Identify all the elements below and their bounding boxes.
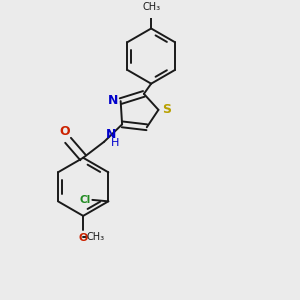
Text: CH₃: CH₃ [86,232,104,242]
Text: O: O [79,233,88,243]
Text: CH₃: CH₃ [142,2,160,12]
Text: H: H [110,138,119,148]
Text: N: N [106,128,116,141]
Text: S: S [162,103,171,116]
Text: Cl: Cl [79,195,90,205]
Text: N: N [108,94,118,107]
Text: O: O [60,125,70,138]
